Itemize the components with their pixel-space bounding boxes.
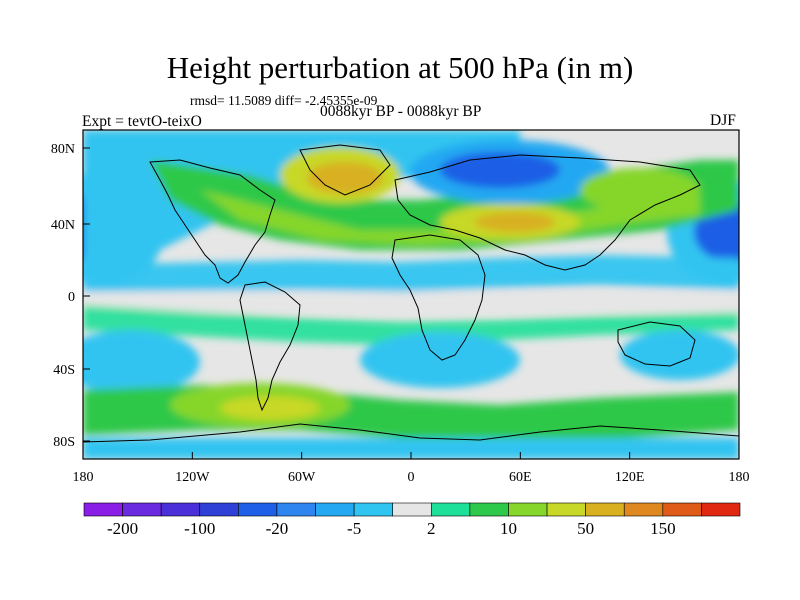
colorbar-label: 50 xyxy=(577,519,594,538)
lat-tick-label: 40S xyxy=(53,363,75,378)
colorbar-label: -100 xyxy=(184,519,215,538)
lat-tick-label: 80N xyxy=(51,142,75,157)
colorbar-swatch xyxy=(276,502,316,517)
height-field xyxy=(83,130,739,459)
lon-tick-label: 180 xyxy=(729,470,750,485)
longitude-axis: 180 120W 60W 0 60E 120E 180 xyxy=(73,452,750,485)
colorbar-swatch xyxy=(353,502,394,517)
colorbar-label: 10 xyxy=(500,519,517,538)
colorbar-swatch xyxy=(546,502,586,517)
colorbar-swatch xyxy=(430,502,471,517)
period-label: 0088kyr BP - 0088kyr BP xyxy=(320,103,482,120)
colorbar-label: -200 xyxy=(107,519,138,538)
colorbar-label: -20 xyxy=(266,519,289,538)
colorbar-label: 150 xyxy=(650,519,676,538)
colorbar-swatch xyxy=(160,502,201,517)
colorbar-swatch xyxy=(83,502,123,517)
lon-tick-label: 120W xyxy=(175,470,210,485)
lat-tick-label: 0 xyxy=(68,290,75,305)
colorbar-swatch xyxy=(623,502,664,517)
colorbar: -200 -100 -20 -5 2 10 50 150 xyxy=(83,502,741,538)
lon-tick-label: 60E xyxy=(509,470,532,485)
lat-tick-label: 40N xyxy=(51,218,75,233)
experiment-label: Expt = tevtO-teixO xyxy=(82,113,202,130)
map-title: Height perturbation at 500 hPa (in m) xyxy=(166,50,634,85)
latitude-axis: 80N 40N 0 40S 80S xyxy=(51,142,90,450)
lon-tick-label: 120E xyxy=(615,470,645,485)
colorbar-swatch xyxy=(701,502,741,517)
colorbar-swatch xyxy=(315,502,355,517)
colorbar-label: 2 xyxy=(427,519,436,538)
lon-tick-label: 60W xyxy=(288,470,316,485)
colorbar-swatch xyxy=(585,502,625,517)
coastlines xyxy=(83,144,739,443)
lon-tick-label: 0 xyxy=(408,470,415,485)
colorbar-swatch xyxy=(238,502,278,517)
colorbar-label: -5 xyxy=(347,519,361,538)
season-label: DJF xyxy=(710,112,736,129)
colorbar-swatch xyxy=(508,502,548,517)
colorbar-swatch xyxy=(662,502,702,517)
lat-tick-label: 80S xyxy=(53,435,75,450)
lon-tick-label: 180 xyxy=(73,470,94,485)
colorbar-swatch xyxy=(122,502,162,517)
colorbar-swatch xyxy=(392,502,432,517)
stats-line: rmsd= 11.5089 diff= -2.45355e-09 xyxy=(190,93,378,108)
colorbar-swatch xyxy=(469,502,509,517)
colorbar-swatch xyxy=(199,502,239,517)
